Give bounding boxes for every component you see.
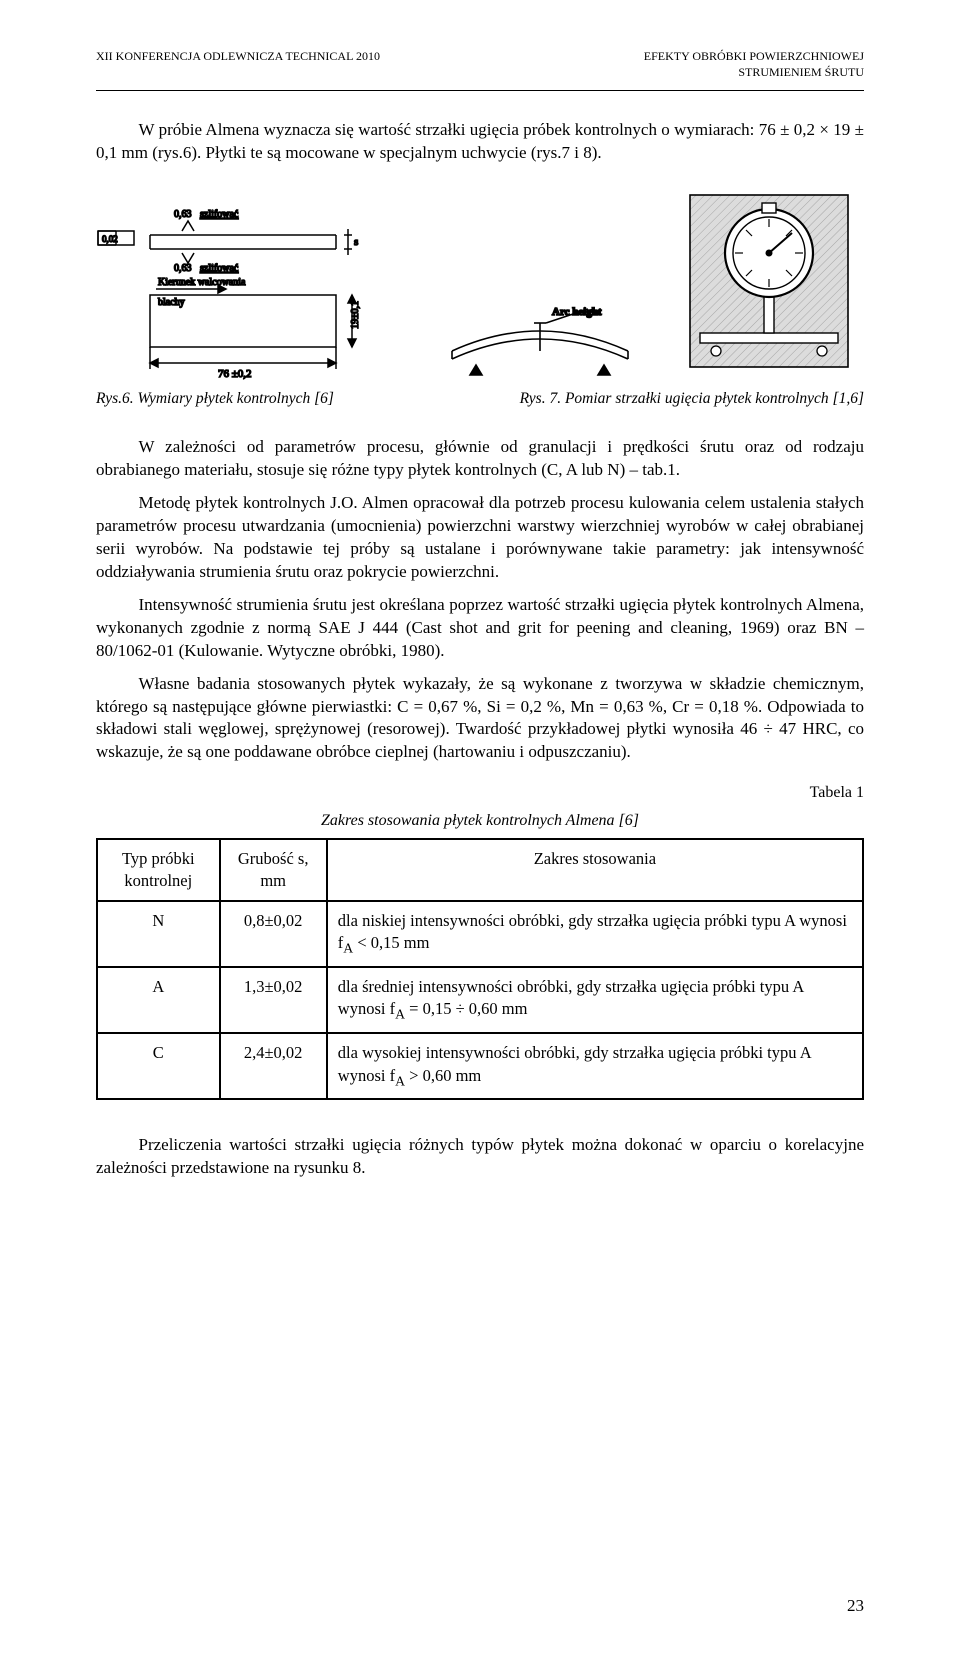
zakres-sub: A [395, 1007, 405, 1022]
figure-6-caption: Rys.6. Wymiary płytek kontrolnych [6] [96, 389, 465, 410]
body-para-3: Intensywność strumienia śrutu jest okreś… [96, 594, 864, 663]
body-para-2-text: Metodę płytek kontrolnych J.O. Almen opr… [96, 493, 864, 581]
svg-text:0,02: 0,02 [102, 234, 118, 244]
svg-text:blachy: blachy [158, 297, 185, 308]
svg-text:Kierunek walcowania: Kierunek walcowania [158, 277, 246, 288]
figure-7-arc-svg: Arc height [440, 293, 640, 383]
svg-text:76 ±0,2: 76 ±0,2 [218, 368, 252, 380]
header-right-line1: EFEKTY OBRÓBKI POWIERZCHNIOWEJ [644, 48, 864, 64]
table-row: N 0,8±0,02 dla niskiej intensywności obr… [97, 901, 863, 967]
svg-text:szlifować: szlifować [200, 263, 239, 274]
figures-row: 0,02 0,63 szlifować 0,63 szlifować s [96, 183, 864, 383]
figure-6-plate-dims: 0,02 0,63 szlifować 0,63 szlifować s [96, 203, 406, 383]
col-zakres: Zakres stosowania [327, 839, 863, 902]
body-para-1: W zależności od parametrów procesu, głów… [96, 436, 864, 482]
page-number: 23 [847, 1595, 864, 1618]
table-row: A 1,3±0,02 dla średniej intensywności ob… [97, 967, 863, 1033]
col-grub: Grubość s, mm [220, 839, 327, 902]
cell-zakres: dla wysokiej intensywności obróbki, gdy … [327, 1033, 863, 1099]
figure-6-svg: 0,02 0,63 szlifować 0,63 szlifować s [96, 203, 406, 383]
closing-paragraph: Przeliczenia wartości strzałki ugięcia r… [96, 1134, 864, 1180]
header-right: EFEKTY OBRÓBKI POWIERZCHNIOWEJ STRUMIENI… [644, 48, 864, 80]
col-typ: Typ próbki kontrolnej [97, 839, 220, 902]
header-left-line1: XII KONFERENCJA ODLEWNICZA TECHNICAL 201… [96, 49, 380, 63]
zakres-tail: < 0,15 mm [353, 933, 429, 952]
table-row: C 2,4±0,02 dla wysokiej intensywności ob… [97, 1033, 863, 1099]
cell-typ: C [97, 1033, 220, 1099]
cell-grub: 1,3±0,02 [220, 967, 327, 1033]
body-para-2: Metodę płytek kontrolnych J.O. Almen opr… [96, 492, 864, 584]
zakres-sub: A [343, 941, 353, 956]
svg-text:0,63: 0,63 [174, 209, 192, 220]
almena-table: Typ próbki kontrolnej Grubość s, mm Zakr… [96, 838, 864, 1101]
cell-zakres: dla średniej intensywności obróbki, gdy … [327, 967, 863, 1033]
header-right-line2: STRUMIENIEM ŚRUTU [644, 64, 864, 80]
figure-7-arc-strip: Arc height [440, 293, 640, 383]
zakres-sub: A [395, 1073, 405, 1088]
zakres-tail: > 0,60 mm [405, 1066, 481, 1085]
body-para-4: Własne badania stosowanych płytek wykaza… [96, 673, 864, 765]
cell-grub: 2,4±0,02 [220, 1033, 327, 1099]
figure-captions: Rys.6. Wymiary płytek kontrolnych [6] Ry… [96, 389, 864, 410]
header-left: XII KONFERENCJA ODLEWNICZA TECHNICAL 201… [96, 48, 380, 80]
figure-7-gauge-svg [674, 183, 864, 383]
zakres-tail: = 0,15 ÷ 0,60 mm [405, 999, 527, 1018]
cell-typ: A [97, 967, 220, 1033]
table-title: Zakres stosowania płytek kontrolnych Alm… [96, 810, 864, 832]
svg-text:0,63: 0,63 [174, 263, 192, 274]
intro-paragraph: W próbie Almena wyznacza się wartość str… [96, 119, 864, 165]
svg-text:szlifować: szlifować [200, 209, 239, 220]
table-index-label: Tabela 1 [96, 782, 864, 804]
svg-text:s: s [354, 236, 358, 248]
svg-text:19±0,1: 19±0,1 [350, 301, 361, 329]
figure-7-caption: Rys. 7. Pomiar strzałki ugięcia płytek k… [495, 389, 864, 410]
table-header-row: Typ próbki kontrolnej Grubość s, mm Zakr… [97, 839, 863, 902]
cell-zakres: dla niskiej intensywności obróbki, gdy s… [327, 901, 863, 967]
running-header: XII KONFERENCJA ODLEWNICZA TECHNICAL 201… [96, 48, 864, 91]
cell-typ: N [97, 901, 220, 967]
cell-grub: 0,8±0,02 [220, 901, 327, 967]
figure-7-gauge [674, 183, 864, 383]
